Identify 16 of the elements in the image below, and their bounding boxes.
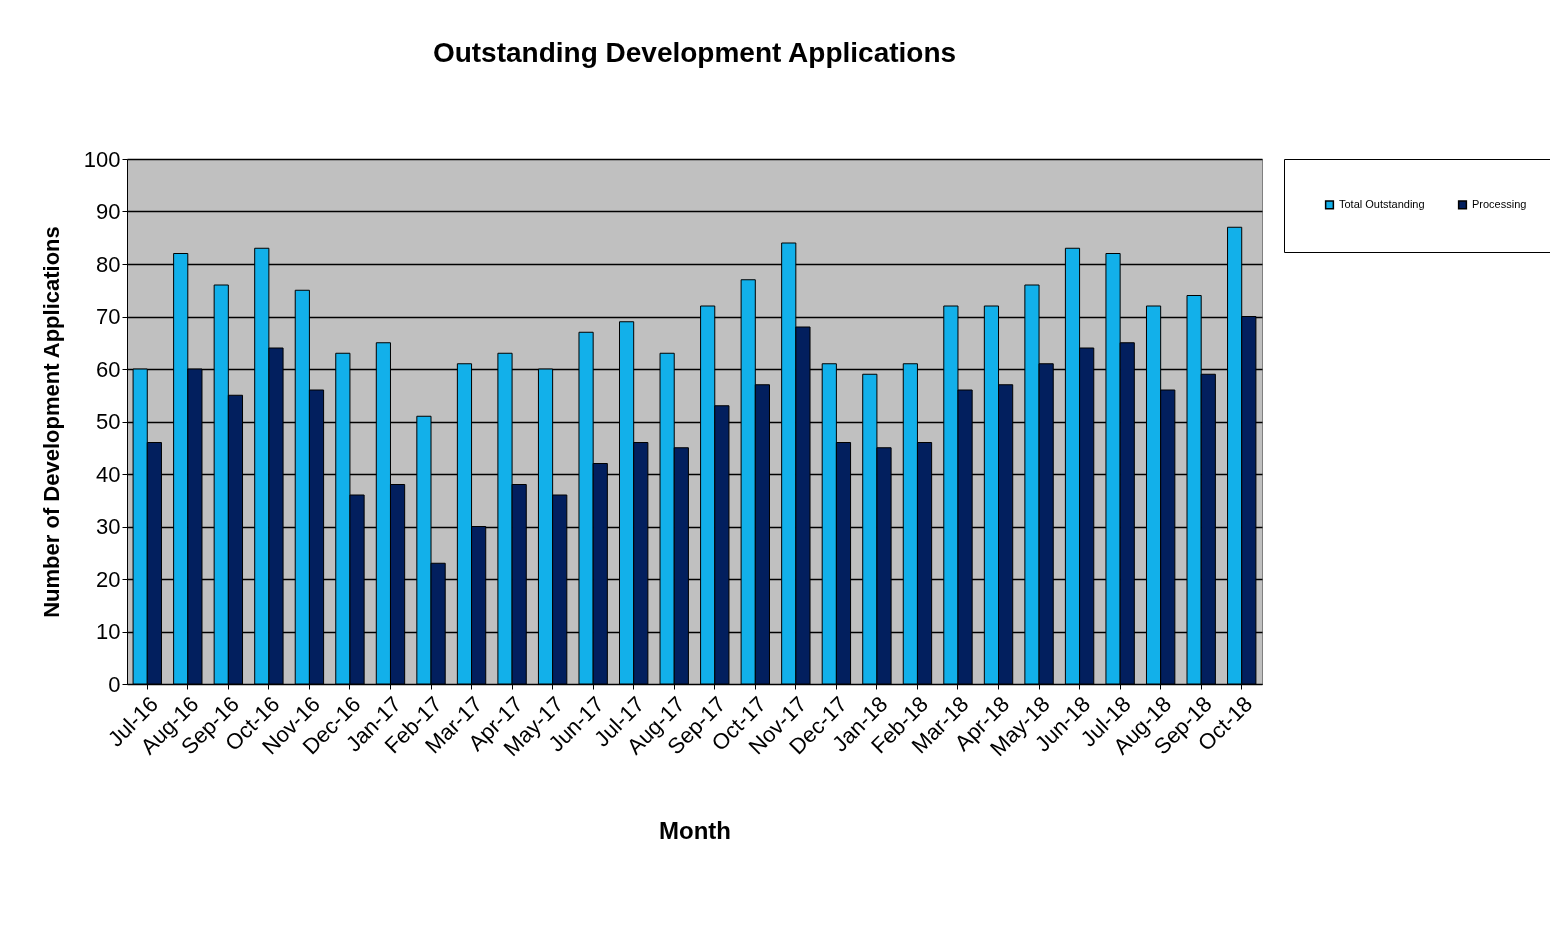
y-axis-title: Number of Development Applications <box>38 226 64 618</box>
legend-label: Processing <box>1472 197 1527 210</box>
y-tick-label: 10 <box>96 619 121 644</box>
x-axis-title: Month <box>659 817 731 845</box>
y-tick-label: 100 <box>83 146 121 172</box>
y-tick-label: 70 <box>96 304 121 329</box>
y-tick-label: 50 <box>96 409 121 434</box>
chart-title: Outstanding Development Applications <box>432 37 957 68</box>
y-tick-label: 90 <box>96 199 121 224</box>
y-tick-label: 80 <box>96 251 121 277</box>
y-tick-label: 40 <box>96 461 121 487</box>
y-tick-label: 60 <box>96 356 121 382</box>
y-tick-label: 20 <box>96 566 121 592</box>
y-tick-label: 30 <box>96 514 121 539</box>
legend-label: Total Outstanding <box>1339 197 1425 210</box>
y-tick-label: 0 <box>108 671 121 697</box>
